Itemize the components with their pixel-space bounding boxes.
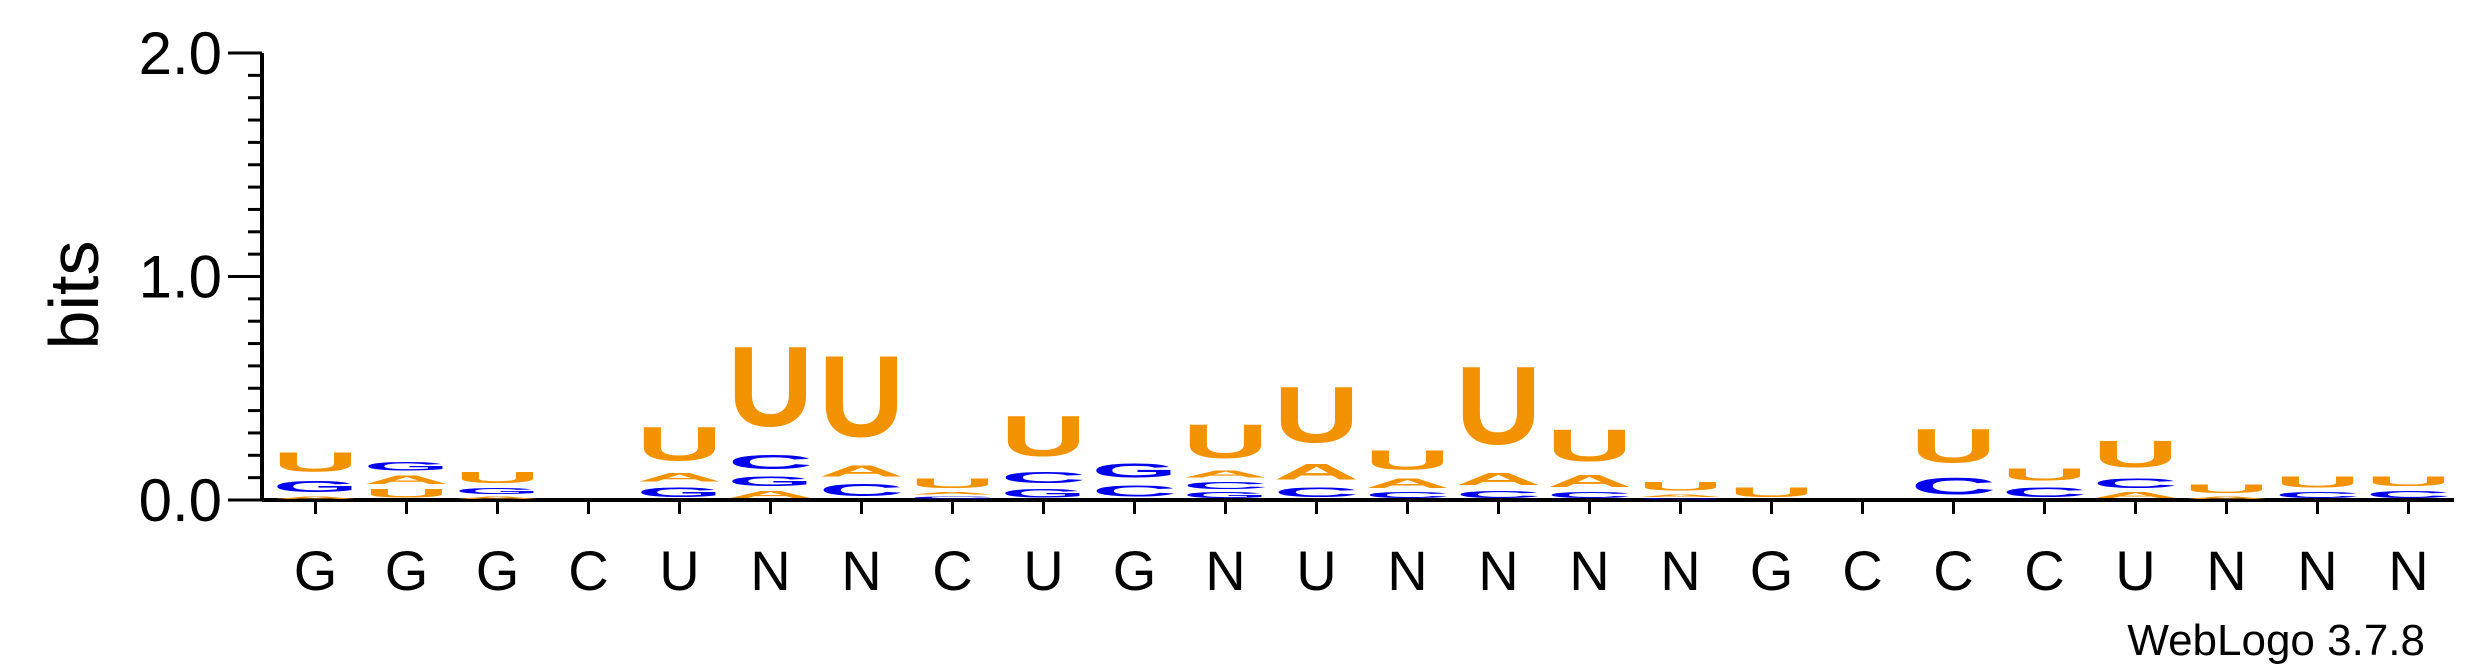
y-tick-label: 0.0	[139, 467, 222, 534]
y-tick-label: 2.0	[139, 20, 222, 87]
x-tick-label: N	[2206, 539, 2246, 602]
logo-letter-a: A	[455, 496, 541, 500]
letter-stacks: AGUUAGAGUGAUAGCUCAUCAUGCUCGGCAUCAUCAUCAU…	[273, 323, 2452, 500]
logo-letter-a: A	[364, 473, 450, 486]
x-tick-label: G	[385, 539, 429, 602]
logo-letter-a: A	[2184, 496, 2270, 500]
y-axis-label: bits	[35, 241, 113, 350]
x-tick-label: C	[1842, 539, 1882, 602]
x-tick-label: N	[841, 539, 881, 602]
x-tick-label: C	[1933, 539, 1973, 602]
x-tick-label: N	[1387, 539, 1427, 602]
logo-letter-c: C	[1001, 469, 1087, 487]
logo-letter-u: U	[273, 447, 359, 478]
logo-letter-a: A	[1365, 475, 1451, 491]
x-tick-label: C	[568, 539, 608, 602]
logo-letter-u: U	[1183, 415, 1269, 469]
logo-letter-u: U	[637, 417, 723, 471]
x-tick-label: G	[1113, 539, 1157, 602]
logo-letter-a: A	[2093, 491, 2179, 500]
logo-letter-g: G	[637, 484, 723, 500]
logo-letter-a: A	[637, 471, 723, 484]
logo-letter-c: C	[1092, 482, 1178, 500]
logo-letter-g: G	[1183, 491, 1269, 500]
logo-letter-u: U	[364, 487, 450, 500]
logo-letter-a: A	[1183, 469, 1269, 480]
logo-letter-g: G	[1092, 460, 1178, 482]
logo-letter-c: C	[2275, 491, 2361, 500]
x-tick-label: U	[1296, 539, 1336, 602]
x-tick-label: N	[1660, 539, 1700, 602]
logo-letter-c: C	[819, 480, 905, 500]
logo-letter-u: U	[1365, 444, 1451, 475]
x-tick-label: N	[1478, 539, 1518, 602]
x-tick-label: N	[1569, 539, 1609, 602]
logo-letter-a: A	[1274, 460, 1360, 484]
logo-letter-g: G	[364, 460, 450, 473]
x-tick-label: N	[2388, 539, 2428, 602]
logo-letter-c: C	[1183, 480, 1269, 491]
x-tick-label: G	[1750, 539, 1794, 602]
x-tick-label: N	[1205, 539, 1245, 602]
logo-letter-u: U	[1638, 480, 1724, 493]
x-tick-label: C	[2024, 539, 2064, 602]
logo-letter-c: C	[1274, 484, 1360, 500]
x-tick-label: U	[2115, 539, 2155, 602]
logo-letter-u: U	[728, 323, 814, 450]
x-tick-label: C	[932, 539, 972, 602]
logo-letter-c: C	[2093, 475, 2179, 491]
logo-letter-c: C	[1365, 491, 1451, 500]
logo-letter-c: C	[1456, 489, 1542, 500]
logo-letter-u: U	[2184, 482, 2270, 495]
logo-letter-u: U	[2093, 433, 2179, 476]
logo-letter-u: U	[2366, 473, 2452, 489]
logo-letter-a: A	[1547, 471, 1633, 491]
x-tick-label: N	[2297, 539, 2337, 602]
logo-letter-u: U	[2275, 473, 2361, 491]
logo-letter-u: U	[1274, 371, 1360, 460]
y-tick-label: 1.0	[139, 244, 222, 311]
logo-letter-u: U	[2002, 464, 2088, 484]
logo-letter-a: A	[819, 462, 905, 480]
logo-letter-u: U	[910, 475, 996, 491]
logo-letter-g: G	[728, 473, 814, 489]
logo-letter-g: G	[455, 487, 541, 496]
logo-letter-g: G	[1001, 486, 1087, 499]
x-tick-label: U	[1023, 539, 1063, 602]
logo-letter-u: U	[1456, 344, 1542, 468]
logo-letter-g: G	[1638, 498, 1724, 500]
logo-letter-a: A	[273, 496, 359, 500]
weblogo-credit: WebLogo 3.7.8	[2127, 616, 2425, 665]
logo-letter-a: A	[1638, 493, 1724, 497]
logo-letter-g: G	[273, 478, 359, 496]
x-tick-label: G	[476, 539, 520, 602]
logo-letter-c: C	[2366, 489, 2452, 500]
logo-letter-c: C	[2002, 484, 2088, 500]
logo-letter-a: A	[910, 491, 996, 495]
logo-letter-c: C	[728, 451, 814, 473]
x-tick-label: G	[294, 539, 338, 602]
logo-letter-c: C	[1547, 491, 1633, 500]
logo-letter-c: C	[1911, 473, 1997, 500]
logo-letter-c: C	[910, 496, 996, 500]
logo-letter-u: U	[1547, 420, 1633, 471]
axes: 0.01.02.0G G G C U N N C U G N U N N N N G C C C U N N N	[139, 20, 2454, 602]
logo-letter-u: U	[1001, 404, 1087, 469]
logo-letter-u: U	[1911, 420, 1997, 474]
logo-letter-u: U	[819, 332, 905, 461]
logo-letter-a: A	[728, 489, 814, 500]
logo-letter-u: U	[455, 469, 541, 487]
logo-letter-a: A	[1456, 469, 1542, 489]
x-tick-label: N	[750, 539, 790, 602]
logo-letter-u: U	[1729, 484, 1815, 500]
x-tick-label: U	[659, 539, 699, 602]
